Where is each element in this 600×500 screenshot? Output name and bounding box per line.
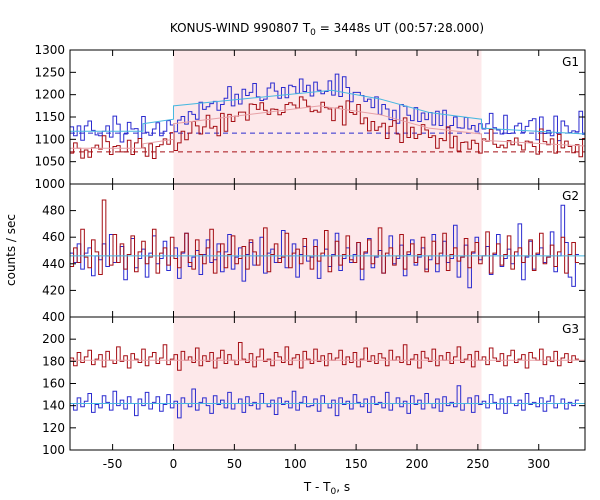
- y-tick-label: 140: [42, 399, 65, 413]
- x-axis-label: T - T0, s: [303, 480, 350, 497]
- x-tick-label: 300: [527, 457, 550, 471]
- x-tick-label: 100: [284, 457, 307, 471]
- red-series-g3: [70, 341, 579, 371]
- interval-shade: [173, 184, 482, 317]
- y-tick-label: 1050: [34, 155, 65, 169]
- red-fit-curve: [70, 105, 585, 149]
- blue-fit-curve: [70, 89, 585, 135]
- y-axis-label: counts / sec: [4, 214, 18, 286]
- blue-series-g1: [70, 73, 585, 143]
- y-tick-label: 200: [42, 332, 65, 346]
- panel-label: G3: [562, 322, 579, 336]
- x-tick-label: 0: [170, 457, 178, 471]
- y-tick-label: 400: [42, 310, 65, 324]
- y-tick-label: 120: [42, 421, 65, 435]
- y-tick-label: 1250: [34, 65, 65, 79]
- x-tick-label: 250: [466, 457, 489, 471]
- x-tick-labels: -50 0 50 100 150 200 250 300: [103, 457, 550, 471]
- plot-area: [70, 341, 585, 419]
- y-tick-label: 1300: [34, 43, 65, 57]
- red-series-g1: [70, 96, 585, 160]
- chart-title: KONUS-WIND 990807 T0 = 3448s UT (00:57:2…: [170, 21, 484, 38]
- y-tick-label: 160: [42, 377, 65, 391]
- y-tick-label: 460: [42, 230, 65, 244]
- red-series-g2: [70, 199, 579, 275]
- panel-label: G2: [562, 189, 579, 203]
- panel-label: G1: [562, 55, 579, 69]
- panel-g3: 100 120 140 160 180 200 G3: [42, 316, 586, 457]
- blue-series-g3: [70, 385, 579, 419]
- x-tick-label: 200: [406, 457, 429, 471]
- y-tick-label: 440: [42, 257, 65, 271]
- y-tick-label: 180: [42, 354, 65, 368]
- y-tick-label: 1150: [34, 110, 65, 124]
- x-tick-label: 50: [227, 457, 242, 471]
- y-tick-label: 480: [42, 204, 65, 218]
- y-tick-label: 420: [42, 283, 65, 297]
- y-tick-label: 1200: [34, 88, 65, 102]
- panel-g1: 1000 1050 1100 1150 1200 1250 1300 G1: [34, 43, 586, 191]
- y-tick-label: 1100: [34, 132, 65, 146]
- plot-area: [70, 73, 585, 160]
- y-tick-label: 1000: [34, 177, 65, 191]
- x-tick-label: 150: [345, 457, 368, 471]
- panel-g2: 400 420 440 460 480 G2: [42, 183, 586, 324]
- y-tick-label: 100: [42, 443, 65, 457]
- plot-area: [70, 199, 585, 289]
- x-tick-label: -50: [103, 457, 123, 471]
- interval-shade: [173, 317, 482, 450]
